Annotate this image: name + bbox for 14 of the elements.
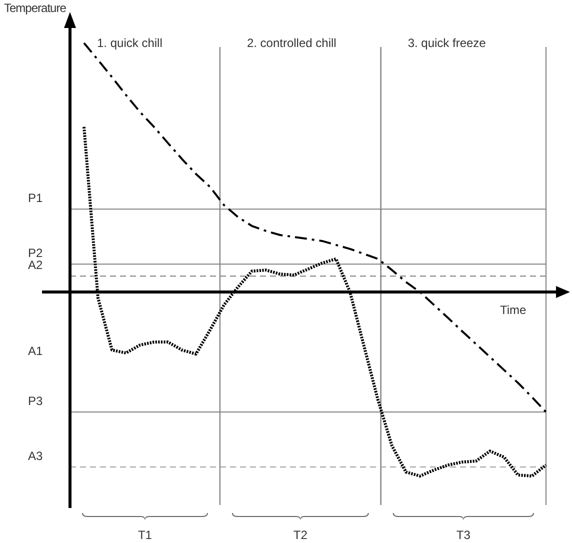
- ref-line-label: A2: [28, 258, 44, 272]
- ref-line-label: P1: [28, 191, 44, 206]
- text: A1: [28, 344, 44, 358]
- text: T3: [456, 528, 471, 542]
- ref-line-label: P3: [28, 394, 44, 408]
- text: T2: [293, 528, 308, 542]
- ref-line-label: P2: [28, 246, 44, 260]
- annotation: 2. controlled chill: [246, 36, 336, 50]
- annotation: 3. quick freeze: [408, 36, 486, 50]
- y-axis-title: Temperature: [4, 1, 67, 15]
- x-axis-title: Time: [500, 303, 527, 317]
- annotation: 1. quick chill: [97, 36, 162, 50]
- text: T1: [138, 528, 152, 542]
- ref-line-label: A3: [28, 449, 44, 464]
